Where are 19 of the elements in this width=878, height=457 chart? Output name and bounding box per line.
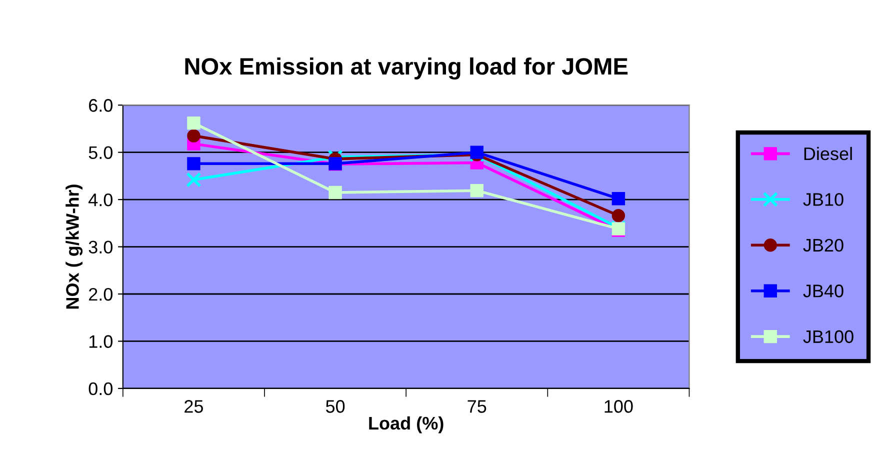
x-tick-label: 25 bbox=[184, 400, 203, 413]
legend-label: JB40 bbox=[803, 284, 844, 298]
y-tick-label: 0.0 bbox=[88, 382, 112, 396]
legend-label: Diesel bbox=[804, 146, 852, 160]
y-tick-label: 2.0 bbox=[89, 288, 112, 301]
legend-label: JB20 bbox=[803, 238, 844, 252]
y-tick-label: 1.0 bbox=[89, 335, 112, 348]
x-tick-label: 75 bbox=[468, 400, 486, 413]
legend-label: JB100 bbox=[803, 330, 854, 344]
x-tick-label: 100 bbox=[604, 400, 633, 413]
y-tick-label: 3.0 bbox=[88, 240, 112, 254]
x-axis-title: Load (%) bbox=[369, 416, 444, 434]
chart-title: NOx Emission at varying load for JOME bbox=[185, 57, 628, 80]
legend-label: JB10 bbox=[803, 193, 844, 206]
y-tick-label: 4.0 bbox=[88, 193, 112, 206]
y-axis-title: NOx ( g/kW-hr) bbox=[66, 184, 83, 309]
y-tick-label: 6.0 bbox=[89, 99, 112, 112]
y-tick-label: 5.0 bbox=[88, 146, 112, 160]
x-tick-label: 50 bbox=[326, 400, 345, 413]
